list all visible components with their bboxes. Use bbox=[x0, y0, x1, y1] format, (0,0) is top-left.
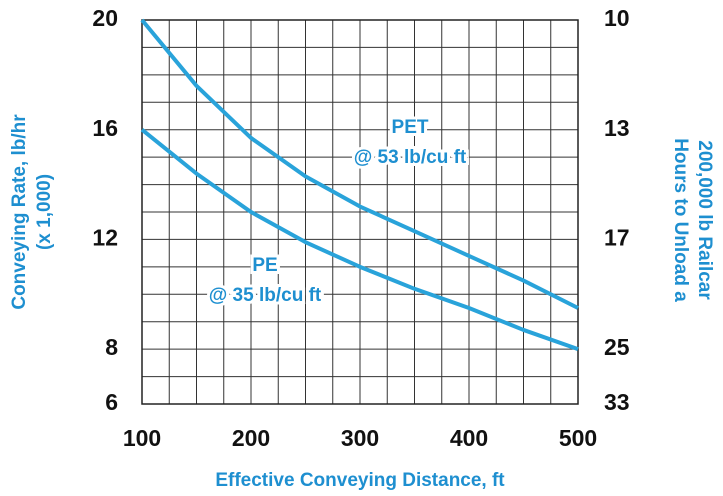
plot-frame bbox=[141, 19, 579, 405]
y2-tick-label: 10 bbox=[604, 5, 630, 31]
x-tick-label: 400 bbox=[450, 425, 488, 451]
y-tick-label: 8 bbox=[105, 334, 118, 360]
y-tick-label: 16 bbox=[92, 115, 118, 141]
y-tick-label: 6 bbox=[105, 389, 118, 415]
y2-tick-label: 33 bbox=[604, 389, 630, 415]
y2-tick-label: 17 bbox=[604, 225, 630, 251]
y2-axis-title: Hours to Unload a bbox=[670, 138, 691, 302]
y-axis-title: (x 1,000) bbox=[34, 174, 55, 250]
y2-tick-label: 13 bbox=[604, 115, 630, 141]
annotation: @ 53 lb/cu ft bbox=[354, 147, 467, 168]
x-tick-label: 300 bbox=[341, 425, 379, 451]
x-tick-label: 500 bbox=[559, 425, 597, 451]
annotation: PET bbox=[392, 117, 429, 138]
line-series bbox=[140, 128, 579, 352]
y-tick-label: 20 bbox=[92, 5, 118, 31]
annotation: @ 35 lb/cu ft bbox=[209, 285, 322, 306]
y-tick-label: 12 bbox=[92, 225, 118, 251]
annotation: PE bbox=[252, 255, 277, 276]
x-axis-title: Effective Conveying Distance, ft bbox=[215, 470, 505, 491]
line-series bbox=[140, 18, 579, 310]
x-tick-label: 100 bbox=[123, 425, 161, 451]
x-tick-label: 200 bbox=[232, 425, 270, 451]
y2-tick-label: 25 bbox=[604, 334, 630, 360]
y2-axis-title: 200,000 lb Railcar bbox=[694, 140, 715, 300]
y-axis-title: Conveying Rate, lb/hr bbox=[9, 114, 30, 310]
